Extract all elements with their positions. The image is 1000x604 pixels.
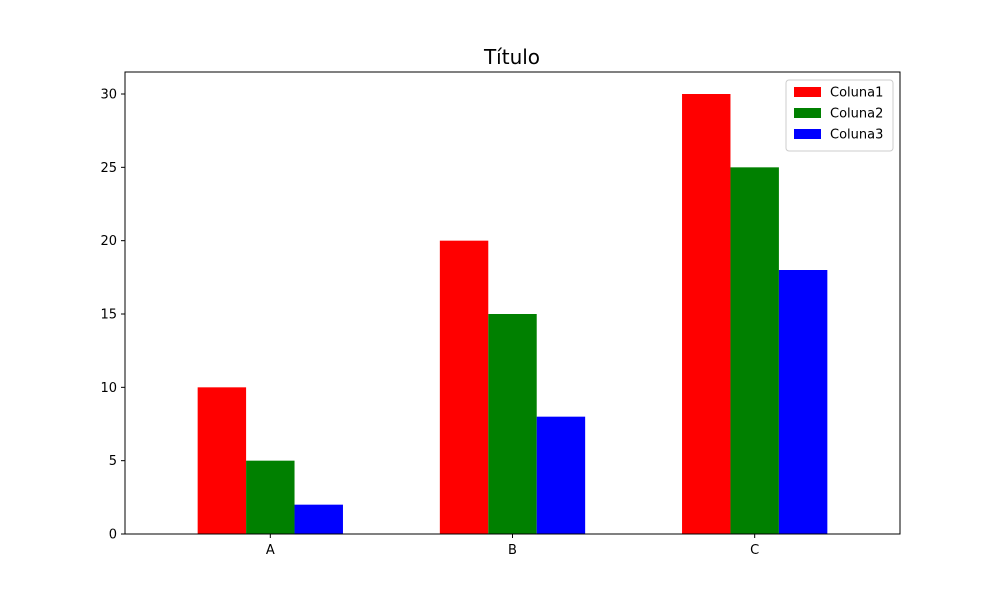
bar-coluna2-b	[488, 314, 537, 534]
bar-coluna3-c	[778, 270, 828, 534]
bar-coluna2-c	[730, 167, 779, 535]
y-tick-label: 20	[100, 234, 117, 249]
legend-swatch-coluna1	[794, 87, 821, 97]
y-tick-label: 5	[109, 454, 117, 469]
x-tick-label: B	[508, 543, 517, 558]
bar-coluna1-c	[682, 94, 731, 534]
x-tick-label: A	[266, 543, 275, 558]
y-tick-label: 0	[109, 528, 117, 543]
y-tick-label: 30	[100, 88, 117, 103]
bar-coluna3-a	[294, 504, 343, 534]
bar-coluna3-b	[536, 416, 586, 534]
bars-layer	[197, 94, 828, 535]
x-tick-label: C	[750, 543, 759, 558]
y-tick-label: 10	[100, 381, 117, 396]
legend: Coluna1 Coluna2 Coluna3	[785, 79, 894, 152]
bar-coluna2-a	[246, 460, 295, 534]
y-tick-label: 15	[100, 308, 117, 323]
y-tick-label: 25	[100, 161, 117, 176]
bar-coluna1-b	[439, 240, 489, 534]
legend-swatch-coluna2	[794, 108, 821, 118]
legend-swatch-coluna3	[794, 129, 821, 139]
legend-label-coluna2: Coluna2	[830, 107, 883, 122]
bar-coluna1-a	[197, 387, 247, 534]
legend-label-coluna1: Coluna1	[830, 86, 883, 101]
legend-label-coluna3: Coluna3	[830, 128, 883, 143]
chart-title: Título	[483, 45, 540, 69]
axes-layer: 0 5 10 15 20 25 30 A B C	[100, 71, 901, 558]
